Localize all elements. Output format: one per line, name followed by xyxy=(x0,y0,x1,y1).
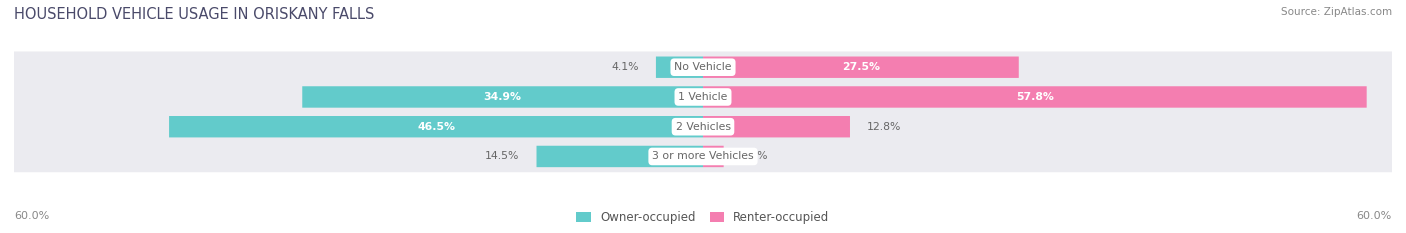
Text: 12.8%: 12.8% xyxy=(868,122,901,132)
FancyBboxPatch shape xyxy=(657,57,703,78)
Text: HOUSEHOLD VEHICLE USAGE IN ORISKANY FALLS: HOUSEHOLD VEHICLE USAGE IN ORISKANY FALL… xyxy=(14,7,374,22)
Text: No Vehicle: No Vehicle xyxy=(675,62,731,72)
Text: 14.5%: 14.5% xyxy=(485,151,519,161)
Text: 2 Vehicles: 2 Vehicles xyxy=(675,122,731,132)
Text: 60.0%: 60.0% xyxy=(1357,211,1392,220)
Text: 46.5%: 46.5% xyxy=(418,122,456,132)
Text: 34.9%: 34.9% xyxy=(484,92,522,102)
FancyBboxPatch shape xyxy=(703,57,1019,78)
Legend: Owner-occupied, Renter-occupied: Owner-occupied, Renter-occupied xyxy=(572,206,834,229)
Text: 1.8%: 1.8% xyxy=(741,151,769,161)
Text: 3 or more Vehicles: 3 or more Vehicles xyxy=(652,151,754,161)
FancyBboxPatch shape xyxy=(13,111,1393,142)
FancyBboxPatch shape xyxy=(703,86,1367,108)
FancyBboxPatch shape xyxy=(13,51,1393,83)
Text: Source: ZipAtlas.com: Source: ZipAtlas.com xyxy=(1281,7,1392,17)
Text: 57.8%: 57.8% xyxy=(1017,92,1053,102)
FancyBboxPatch shape xyxy=(537,146,703,167)
FancyBboxPatch shape xyxy=(703,116,851,137)
Text: 1 Vehicle: 1 Vehicle xyxy=(678,92,728,102)
Text: 27.5%: 27.5% xyxy=(842,62,880,72)
FancyBboxPatch shape xyxy=(302,86,703,108)
FancyBboxPatch shape xyxy=(169,116,703,137)
FancyBboxPatch shape xyxy=(13,81,1393,113)
Text: 4.1%: 4.1% xyxy=(612,62,638,72)
FancyBboxPatch shape xyxy=(703,146,724,167)
Text: 60.0%: 60.0% xyxy=(14,211,49,220)
FancyBboxPatch shape xyxy=(13,141,1393,172)
